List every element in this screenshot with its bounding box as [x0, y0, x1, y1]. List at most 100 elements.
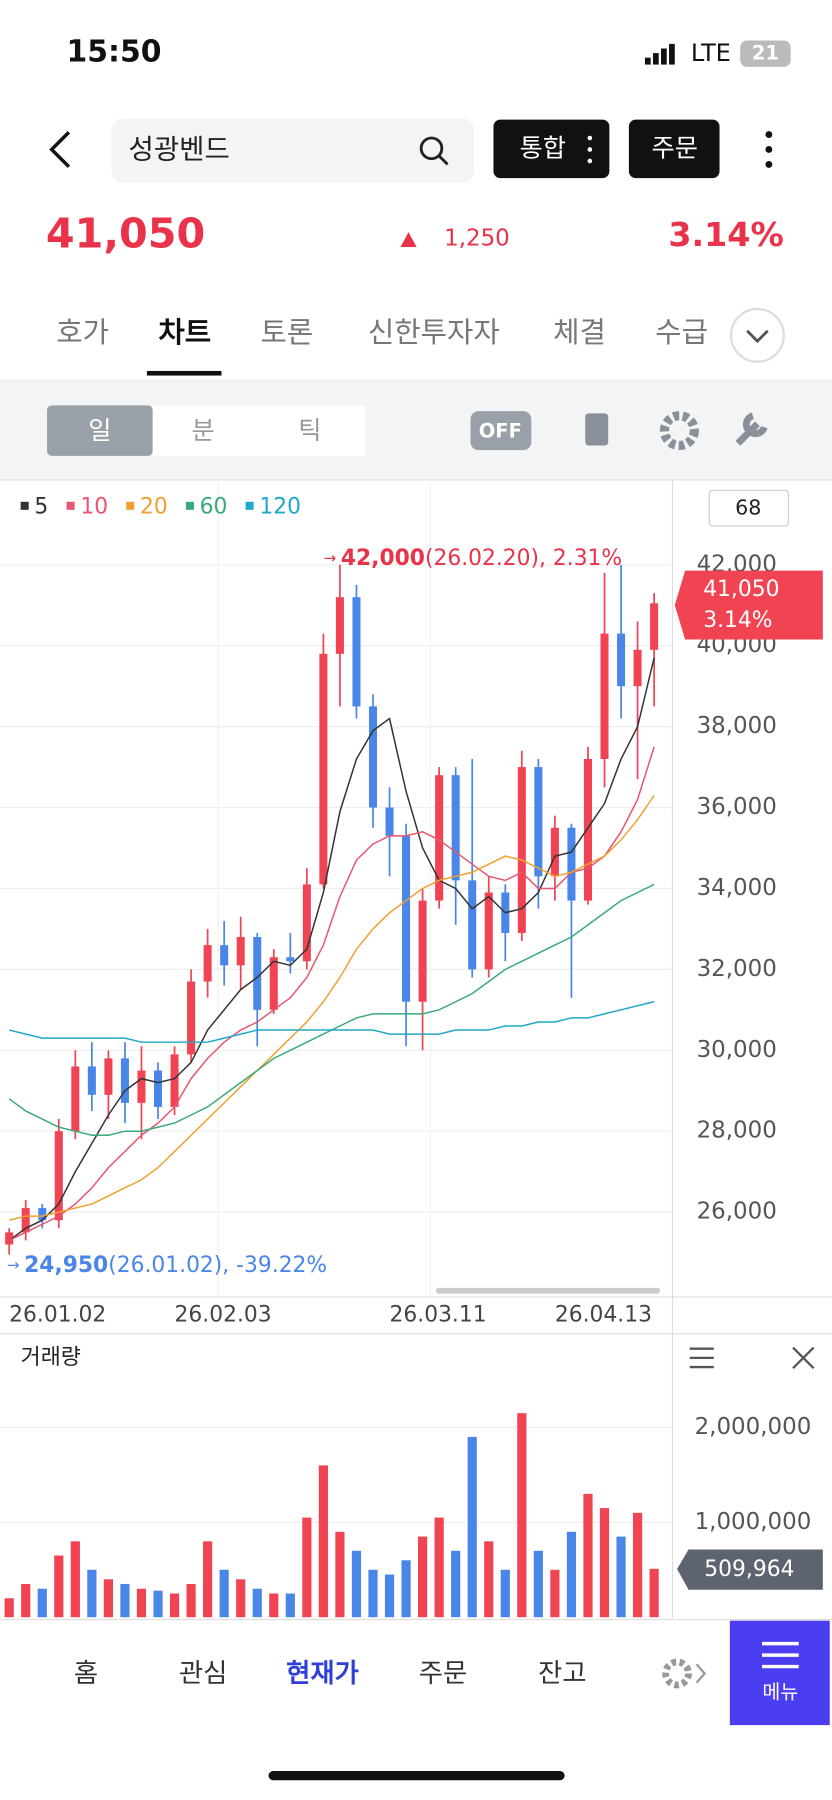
candle-body — [335, 597, 344, 654]
more-menu[interactable] — [765, 131, 773, 168]
y-tick-label: 38,000 — [697, 713, 777, 739]
price-chart: 26,000 28,000 30,000 32,000 34,000 36,000 38,0… — [0, 495, 777, 1327]
tab[interactable]: 수급 — [655, 315, 708, 349]
volume-bar — [517, 1413, 527, 1618]
candle-body — [468, 880, 477, 970]
volume-bar — [203, 1541, 213, 1618]
integrated-dots — [587, 135, 593, 164]
volume-bar — [153, 1590, 163, 1618]
search-icon[interactable] — [419, 136, 449, 166]
tab[interactable]: 체결 — [553, 315, 606, 349]
candle-body — [650, 603, 659, 650]
volume-close-icon[interactable] — [792, 1346, 815, 1370]
rotate-icon[interactable] — [585, 413, 609, 446]
back-button[interactable] — [49, 131, 71, 168]
volume-bar — [318, 1465, 328, 1618]
volume-menu-icon[interactable] — [689, 1347, 714, 1369]
order-button[interactable] — [628, 119, 720, 179]
period-tick[interactable]: 틱 — [298, 416, 321, 445]
volume-bar — [418, 1536, 428, 1618]
order-label: 주문 — [652, 133, 698, 162]
nav-item[interactable]: 관심 — [179, 1659, 228, 1689]
y-tick-label: 36,000 — [697, 794, 777, 820]
candle-body — [583, 758, 592, 901]
up-triangle — [400, 232, 417, 248]
legend-label: 120 — [259, 495, 301, 520]
nav-item[interactable]: 주문 — [419, 1659, 468, 1689]
indicator-value: 68 — [735, 496, 761, 520]
volume-tag — [677, 1549, 823, 1590]
legend-swatch — [185, 501, 194, 510]
tab[interactable]: 차트 — [158, 315, 211, 349]
candle-body — [319, 653, 328, 885]
tab[interactable]: 호가 — [56, 315, 109, 349]
battery-icon — [740, 40, 791, 67]
volume-bar — [566, 1531, 577, 1618]
candle-body — [451, 775, 460, 881]
status-time: 15:50 — [67, 35, 162, 70]
volume-bar — [632, 1512, 643, 1618]
volume-title: 거래량 — [21, 1345, 81, 1370]
volume-bar — [401, 1560, 411, 1618]
nav-settings[interactable] — [662, 1658, 692, 1689]
volume-bar — [384, 1574, 395, 1618]
volume-bar — [467, 1436, 477, 1618]
volume-bar — [649, 1568, 659, 1618]
current-change: 3.14% — [703, 608, 772, 633]
candle-body — [87, 1066, 96, 1095]
nav-item[interactable]: 잔고 — [538, 1659, 587, 1689]
volume-bar — [550, 1569, 560, 1618]
x-tick-label: 26.02.03 — [175, 1302, 272, 1327]
volume-bar — [103, 1579, 113, 1618]
toggle-off[interactable] — [470, 411, 532, 451]
legend-swatch — [126, 501, 135, 510]
tab[interactable]: 토론 — [261, 315, 314, 349]
current-price: 41,050 — [703, 577, 779, 602]
candle-body — [418, 900, 427, 1002]
period-minute[interactable]: 분 — [192, 416, 215, 445]
candle-body — [120, 1058, 129, 1103]
chevron-icon — [746, 329, 769, 344]
ma-line — [8, 746, 655, 1242]
candle-body — [633, 649, 642, 687]
candle-body — [153, 1070, 163, 1107]
y-tick-label: 34,000 — [697, 875, 777, 901]
y-tick-label: 32,000 — [697, 956, 777, 982]
volume-bar — [500, 1569, 510, 1618]
candle-body — [269, 957, 278, 1010]
legend-label: 60 — [200, 495, 228, 520]
search-box[interactable] — [111, 118, 474, 183]
volume-bar — [434, 1517, 444, 1618]
bottom-nav: 홈 관심 현재가 주문 잔고 — [74, 1659, 587, 1689]
settings-icon[interactable] — [659, 411, 699, 451]
period-active[interactable] — [47, 405, 153, 456]
legend-swatch — [66, 501, 75, 510]
volume-bar — [54, 1555, 64, 1618]
tool-icon[interactable] — [735, 412, 768, 446]
indicator-box — [708, 489, 789, 527]
integrated-button[interactable] — [493, 119, 610, 179]
volume-bar — [351, 1550, 362, 1618]
candle-body — [220, 945, 229, 966]
volume-bar — [451, 1550, 461, 1618]
signal-icon — [644, 43, 675, 65]
nav-next[interactable] — [695, 1663, 707, 1684]
volume-bar — [169, 1593, 180, 1618]
volume-bar — [285, 1593, 295, 1618]
candle-body — [5, 1232, 14, 1245]
volume-bar — [4, 1598, 14, 1618]
price-change: 1,250 — [444, 225, 510, 251]
price: 41,050 — [46, 210, 205, 258]
nav-item[interactable]: 현재가 — [286, 1659, 359, 1689]
tabs-expand[interactable] — [729, 307, 785, 363]
candle-body — [236, 937, 245, 966]
status-network: LTE — [691, 39, 731, 67]
scroll-thumb[interactable] — [436, 1287, 660, 1294]
nav-item[interactable]: 홈 — [74, 1659, 98, 1689]
volume-bar — [186, 1584, 196, 1618]
battery-level: 21 — [752, 42, 779, 65]
tab[interactable]: 신한투자자 — [368, 315, 500, 349]
high-detail: (26.02.20), 2.31% — [425, 546, 622, 571]
menu-button[interactable] — [729, 1620, 830, 1726]
